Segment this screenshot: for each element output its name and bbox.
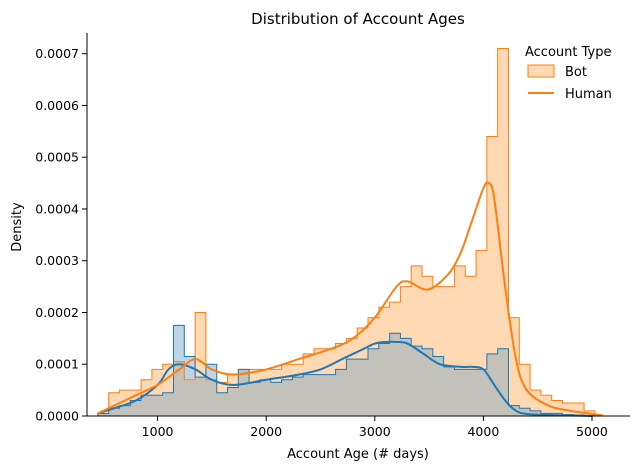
legend-label-bot: Bot — [565, 65, 587, 80]
x-tick-label: 5000 — [576, 424, 608, 439]
overlap-hist-fill — [97, 333, 595, 416]
y-tick-label: 0.0004 — [35, 201, 79, 216]
chart-title: Distribution of Account Ages — [251, 10, 465, 28]
y-tick-label: 0.0001 — [35, 357, 79, 372]
legend-swatch-bot — [527, 64, 555, 78]
bot-hist-outline — [97, 48, 596, 416]
legend: Account Type Bot Human — [525, 45, 612, 102]
y-tick-label: 0.0007 — [35, 46, 79, 61]
bot-kde-line — [97, 181, 603, 417]
legend-title: Account Type — [525, 45, 611, 60]
y-tick-label: 0.0000 — [35, 409, 79, 424]
x-tick-label: 4000 — [467, 424, 499, 439]
y-tick-label: 0.0002 — [35, 305, 79, 320]
x-tick-label: 3000 — [359, 424, 391, 439]
bot-hist-fill — [97, 48, 595, 416]
x-tick-label: 2000 — [250, 424, 282, 439]
human-hist-outline — [97, 324, 596, 416]
x-tick-label: 1000 — [142, 424, 174, 439]
human-kde-line — [97, 340, 593, 417]
axes: 1000 2000 3000 4000 5000 0.0000 0.0001 0.0002 0.… — [35, 33, 630, 439]
plot-area — [97, 48, 603, 417]
x-axis-title: Account Age (# days) — [287, 447, 429, 462]
y-tick-label: 0.0006 — [35, 98, 79, 113]
y-tick-label: 0.0003 — [35, 253, 79, 268]
y-axis-title: Density — [10, 202, 25, 252]
legend-label-human: Human — [565, 87, 612, 102]
y-tick-label: 0.0005 — [35, 150, 79, 165]
